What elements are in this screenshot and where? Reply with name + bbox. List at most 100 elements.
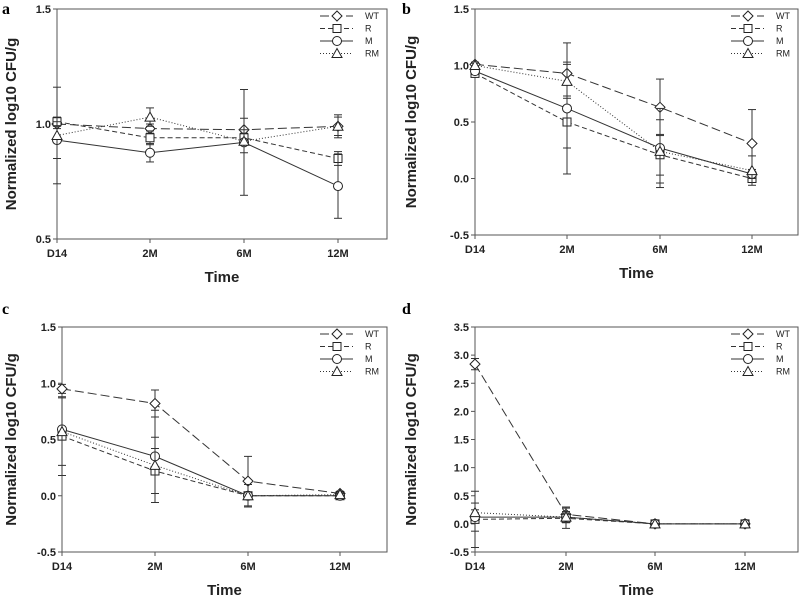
x-tick-label: 6M: [652, 244, 667, 256]
y-tick-label: -0.5: [450, 547, 469, 559]
legend-item-rm: RM: [320, 47, 379, 59]
y-tick-label: 0.0: [41, 491, 56, 503]
x-tick-label: 2M: [558, 561, 573, 573]
series-line: [61, 428, 340, 497]
y-tick-label: 1.0: [36, 119, 51, 131]
x-axis-title: Time: [207, 582, 242, 599]
legend-item-rm: RM: [320, 365, 379, 377]
legend-marker: [332, 24, 342, 33]
data-point-marker: [145, 133, 155, 143]
legend-marker: [331, 10, 343, 22]
panel-a: a 0.5 1.0 1.5 D14 2M 6M 12M Time Normalized log10…: [2, 1, 388, 286]
data-point-marker: [654, 145, 666, 156]
series-line: [474, 72, 753, 179]
legend-label: R: [776, 24, 783, 34]
x-tick-label: 2M: [147, 561, 162, 573]
y-tick-label: 0.0: [454, 174, 469, 186]
legend-marker: [743, 354, 753, 364]
x-tick-label: 12M: [741, 244, 762, 256]
data-point-marker: [333, 181, 343, 192]
legend-label: WT: [365, 11, 379, 21]
panel-label: b: [402, 1, 411, 18]
y-tick-label: 2.5: [454, 378, 469, 390]
data-point-marker: [649, 517, 661, 529]
legend-marker: [331, 328, 343, 340]
legend-item-wt: WT: [320, 328, 379, 340]
y-tick-label: 0.0: [454, 519, 469, 531]
series-wt: [51, 116, 344, 142]
series-line: [56, 121, 339, 159]
data-point-marker: [739, 517, 751, 529]
panel-b: b -0.5 0.0 0.5 1.0 1.5 D14 2M 6M 12M Time Normalize…: [402, 1, 799, 282]
x-tick-label: 6M: [647, 561, 662, 573]
y-tick-label: 1.0: [454, 61, 469, 73]
series-line: [474, 65, 753, 172]
legend-marker: [331, 365, 343, 376]
x-tick-label: 12M: [734, 561, 755, 573]
y-axis-title: Normalized log10 CFU/g: [403, 353, 420, 526]
series-m: [470, 502, 750, 532]
x-tick-label: 2M: [559, 244, 574, 256]
legend-item-wt: WT: [320, 10, 379, 22]
series-rm: [469, 59, 758, 186]
legend-label: R: [776, 342, 783, 352]
series-m: [470, 42, 757, 189]
data-point-marker: [238, 135, 250, 146]
x-tick-label: 2M: [142, 248, 157, 260]
data-point-marker: [149, 397, 161, 410]
legend-item-r: R: [731, 342, 783, 352]
legend-item-rm: RM: [731, 365, 790, 377]
x-tick-label: D14: [52, 561, 73, 573]
data-point-marker: [144, 111, 156, 122]
legend-label: RM: [776, 367, 790, 377]
series-line: [61, 435, 340, 497]
y-tick-label: 1.5: [454, 4, 469, 16]
x-tick-label: 6M: [236, 248, 251, 260]
legend-label: R: [365, 24, 372, 34]
legend-item-wt: WT: [731, 328, 790, 340]
x-tick-label: 12M: [327, 248, 348, 260]
x-axis-title: Time: [619, 265, 654, 282]
y-tick-label: 2.0: [454, 406, 469, 418]
legend-label: WT: [776, 11, 790, 21]
series-m: [57, 409, 345, 503]
legend-item-r: R: [731, 24, 783, 34]
data-point-marker: [51, 129, 63, 140]
series-line: [474, 70, 753, 175]
y-tick-label: 1.0: [454, 463, 469, 475]
series-rm: [51, 86, 344, 185]
series-r: [52, 116, 343, 166]
legend-marker: [742, 328, 754, 340]
legend-marker: [331, 47, 343, 58]
series-wt: [469, 58, 758, 178]
legend-item-m: M: [731, 36, 784, 46]
y-tick-label: 1.5: [454, 435, 469, 447]
series-line: [474, 63, 753, 144]
legend-item-m: M: [320, 36, 373, 46]
legend-marker: [742, 365, 754, 376]
legend-label: WT: [365, 329, 379, 339]
data-point-marker: [332, 120, 344, 131]
series-line: [56, 123, 339, 131]
y-axis-title: Normalized log10 CFU/g: [3, 353, 20, 526]
data-point-marker: [746, 164, 758, 176]
legend-item-m: M: [320, 354, 373, 364]
y-tick-label: 3.0: [454, 350, 469, 362]
legend-item-r: R: [320, 24, 372, 34]
data-point-marker: [469, 506, 481, 518]
series-wt: [469, 358, 751, 530]
x-axis-title: Time: [619, 582, 654, 599]
y-tick-label: 1.5: [36, 4, 51, 16]
y-tick-label: 0.5: [454, 117, 469, 129]
y-tick-label: 3.5: [454, 322, 469, 334]
legend-label: RM: [365, 367, 379, 377]
y-axis-title: Normalized log10 CFU/g: [403, 36, 420, 209]
legend-item-m: M: [731, 354, 784, 364]
data-point-marker: [561, 75, 573, 86]
y-tick-label: 0.5: [41, 435, 56, 447]
y-axis-title: Normalized log10 CFU/g: [3, 38, 20, 211]
x-tick-label: D14: [465, 561, 486, 573]
data-point-marker: [149, 459, 161, 470]
series-line: [474, 512, 745, 525]
